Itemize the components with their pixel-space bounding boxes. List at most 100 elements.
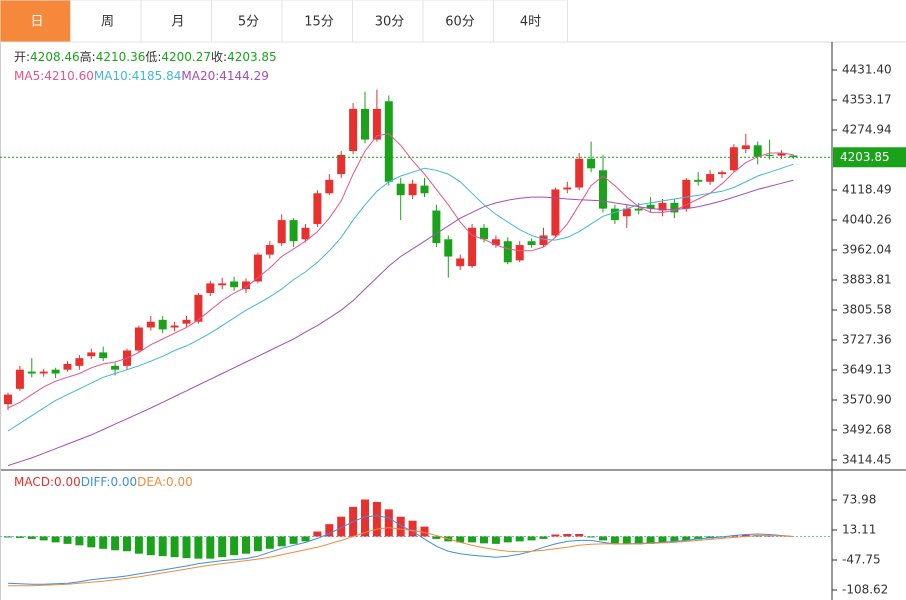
candle-body [765,154,774,156]
macd-bar [468,536,477,543]
candle-body [87,352,96,357]
macd-bar [587,536,596,538]
macd-line [8,527,794,587]
candle-body [253,254,262,282]
macd-bar [432,536,441,539]
macd-bar [599,536,607,541]
legend-row: MACD:0.00DIFF:0.00DEA:0.00 [14,475,193,489]
candle-body [432,210,441,244]
tab-label[interactable]: 30分 [375,15,405,30]
tab-label[interactable]: 月 [171,15,184,30]
candle-body [289,220,298,242]
candle-body [206,283,215,293]
macd-bar [491,536,500,544]
tab-label[interactable]: 4时 [520,15,541,30]
candle-body [15,369,24,389]
legend-label: 高: [80,49,96,64]
candle-body [27,371,36,374]
macd-bar [253,536,262,552]
candle-body [420,185,429,194]
macd-bar [420,526,429,537]
candle-body [718,172,726,175]
y-tick-label: 3727.36 [842,333,892,347]
candle-body [468,227,477,267]
candle-body [134,327,143,351]
y-tick-label: 4431.40 [842,63,892,77]
macd-bar [182,536,191,559]
y-tick-label: 3492.68 [842,423,892,437]
y-tick-label: 4353.17 [842,93,892,107]
macd-bar [63,536,72,544]
macd-bar [75,536,84,546]
candle-body [634,208,643,211]
legend-label: 收: [211,50,227,64]
tab-label[interactable]: 60分 [445,15,475,30]
candle-body [622,208,631,217]
tab[interactable] [211,0,286,43]
y-tick-label: 3570.90 [842,393,892,407]
macd-bar [682,536,691,541]
macd-bar [27,536,36,539]
candle-body [313,193,322,224]
candle-body [361,108,369,140]
candle-body [182,319,191,324]
macd-bar [539,536,548,539]
candle-body [75,358,84,366]
macd-bar [456,536,465,543]
legend-value: 0.00 [110,475,137,489]
candle-body [610,208,619,221]
candle-body [789,155,798,158]
candle-body [372,108,381,140]
legend-value: 4200.27 [161,50,211,64]
macd-bar [111,536,120,551]
candle-body [194,294,203,322]
macd-bar [313,531,322,537]
candle-body [146,321,155,328]
candle-body [480,227,488,240]
tab[interactable] [70,0,145,43]
ma-line [7,163,794,432]
macd-bar [527,536,536,541]
tab[interactable] [422,0,498,43]
macd-bar [646,536,655,544]
macd-bar [242,536,250,554]
tab-label[interactable]: 周 [101,15,114,30]
tab-label[interactable]: 15分 [304,15,334,30]
y-tick-label: 4274.94 [842,123,892,137]
tab[interactable] [493,0,568,43]
candle-body [277,220,286,244]
legend-label: MA20: [181,69,219,83]
y-tick-label: 3883.81 [842,273,892,287]
last-price-box [833,147,906,168]
legend-label: MA5: [14,69,44,83]
candle-body [111,365,120,370]
candle-body [587,158,596,169]
candle-body [242,281,250,290]
candle-body [658,202,667,211]
macd-bar [99,536,108,549]
last-price-label: 4203.85 [840,150,890,164]
candle-body [384,101,393,182]
candle-body [301,227,310,240]
macd-bar [563,533,572,537]
tab-label[interactable]: 日 [30,15,43,30]
candle-body [741,145,750,150]
legend-label: DIFF: [81,475,111,489]
candle-body [396,183,405,196]
macd-bar [158,536,167,557]
macd-bar [622,536,631,545]
macd-bar [361,499,369,537]
candle-body [230,281,239,288]
candle-body [325,179,334,194]
macd-bar [515,536,524,542]
candle-body [515,245,524,261]
y-tick-label: -108.62 [842,582,888,596]
legend-value: 4203.85 [227,50,277,64]
macd-bar [634,536,643,545]
y-tick-label: 3649.13 [842,363,892,377]
candle-body [777,152,786,156]
y-tick-label: 13.11 [842,523,876,537]
tab-label[interactable]: 5分 [238,15,259,30]
candle-body [265,245,274,255]
candle-body [694,179,703,182]
